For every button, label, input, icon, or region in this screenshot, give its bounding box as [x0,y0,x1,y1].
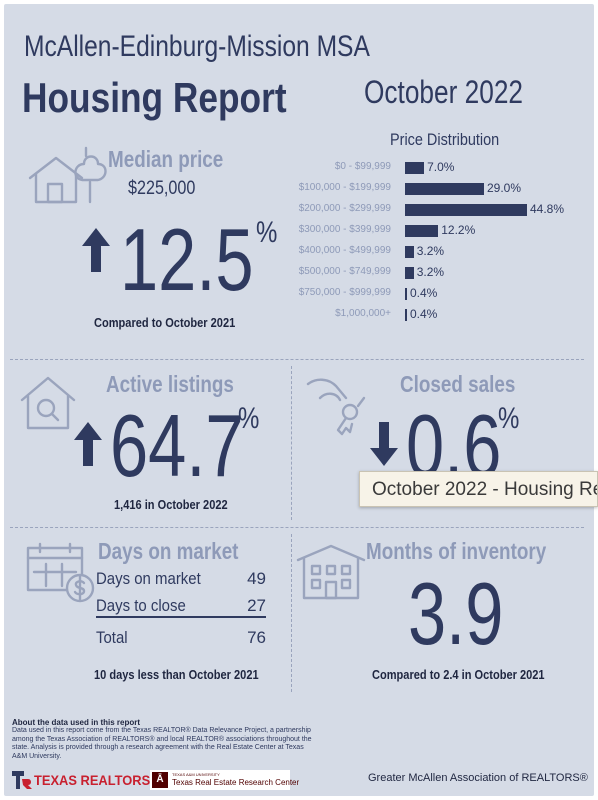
price-distribution-title: Price Distribution [390,130,500,149]
price-range-label: $100,000 - $199,999 [298,182,391,193]
dom-row-value: 27 [247,596,266,615]
about-text: Data used in this report come from the T… [12,727,312,760]
up-arrow-icon [82,228,110,272]
months-inventory-value: 3.9 [408,564,504,663]
price-distribution-row: $500,000 - $749,999 3.2% [294,265,594,280]
price-distribution-value: 12.2% [441,223,476,237]
price-distribution-value: 29.0% [486,181,521,195]
median-price-change: 12.5 [120,210,254,309]
active-listings-detail: 1,416 in October 2022 [114,497,228,512]
tamu-logo: Ā TEXAS A&M UNIVERSITY Texas Real Estate… [150,770,299,790]
price-distribution-value: 3.2% [416,244,445,258]
dom-row: Days to close 27 [96,594,266,618]
price-distribution-value: 0.4% [410,307,438,321]
price-distribution-value: 0.4% [410,286,438,300]
section-divider [10,359,584,360]
active-listings-unit: % [238,402,260,435]
price-distribution-bar [405,309,407,321]
association-name: Greater McAllen Association of REALTORS® [368,772,588,784]
price-range-label: $0 - $99,999 [334,161,391,172]
price-distribution-row: $200,000 - $299,999 44.8% [294,202,594,217]
price-distribution-value: 7.0% [427,160,455,174]
section-divider [10,527,584,528]
days-on-market-comparison: 10 days less than October 2021 [94,667,259,682]
price-distribution-bar [405,204,527,216]
median-price-label: Median price [108,146,224,172]
about-heading: About the data used in this report [12,718,141,727]
median-price-comparison: Compared to October 2021 [94,315,236,330]
calendar-dollar-icon [26,542,95,603]
price-distribution-bar [405,246,414,258]
active-listings-label: Active listings [106,371,234,397]
price-distribution-row: $300,000 - $399,999 12.2% [294,223,594,238]
dom-total-row: Total 76 [96,626,266,650]
median-price-unit: % [256,216,278,249]
report-period: October 2022 [364,74,524,110]
tamu-university: TEXAS A&M UNIVERSITY [172,772,220,777]
price-distribution-value: 3.2% [416,265,445,279]
texas-realtors-logo: TEXAS REALTORS [12,770,150,790]
dom-row: Days on market 49 [96,567,266,591]
closed-sales-label: Closed sales [400,371,516,397]
price-distribution-value: 44.8% [530,202,565,216]
price-distribution-row: $750,000 - $999,999 0.4% [294,286,594,301]
column-divider [291,534,292,692]
price-range-label: $200,000 - $299,999 [298,203,391,214]
dom-total-label: Total [96,628,128,647]
down-arrow-icon [370,422,398,466]
house-search-icon [20,376,76,430]
region-title: McAllen-Edinburg-Mission MSA [24,30,370,63]
texas-realtors-mark-icon [12,771,32,789]
hand-key-icon [306,378,366,436]
days-on-market-label: Days on market [98,538,239,564]
report-page: McAllen-Edinburg-Mission MSA Housing Rep… [4,4,594,796]
price-distribution-row: $1,000,000+ 0.4% [294,307,594,322]
up-arrow-icon [74,422,102,466]
months-inventory-comparison: Compared to 2.4 in October 2021 [372,667,545,682]
price-range-label: $1,000,000+ [335,308,391,319]
price-distribution-bar [405,267,414,279]
report-title: Housing Report [22,74,287,121]
price-distribution-row: $100,000 - $199,999 29.0% [294,181,594,196]
dom-total-value: 76 [247,628,266,647]
price-distribution-bar [405,183,484,195]
price-distribution-row: $400,000 - $499,999 3.2% [294,244,594,259]
price-range-label: $750,000 - $999,999 [298,287,391,298]
active-listings-change: 64.7 [110,396,244,495]
price-range-label: $300,000 - $399,999 [298,224,391,235]
tamu-mark-icon: Ā [152,772,168,788]
column-divider [291,366,292,520]
house-tree-icon [28,146,107,204]
dom-row-value: 49 [247,569,266,588]
closed-sales-unit: % [498,402,520,435]
price-range-label: $500,000 - $749,999 [298,266,391,277]
price-distribution-row: $0 - $99,999 7.0% [294,160,594,175]
price-distribution-bar [405,288,407,300]
tamu-center: Texas Real Estate Research Center [172,778,300,787]
dom-row-label: Days on market [96,569,201,588]
price-distribution-bar [405,162,425,174]
median-price-value: $225,000 [128,178,196,199]
price-distribution-bar [405,225,439,237]
title-tooltip: October 2022 - Housing Report [359,471,598,507]
months-inventory-label: Months of inventory [366,538,547,564]
texas-realtors-wordmark: TEXAS REALTORS [34,772,151,788]
building-icon [296,544,366,600]
dom-row-label: Days to close [96,596,186,615]
price-range-label: $400,000 - $499,999 [298,245,391,256]
